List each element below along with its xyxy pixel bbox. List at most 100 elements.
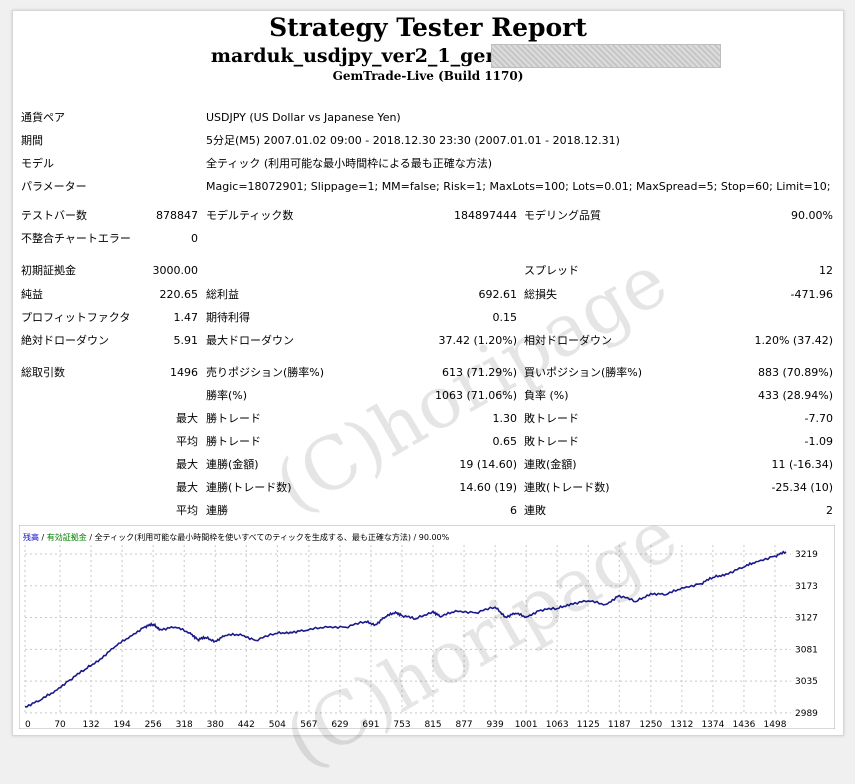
report-title: Strategy Tester Report (269, 13, 587, 42)
x-tick-label: 815 (424, 720, 441, 729)
model-label: モデル (21, 157, 54, 170)
y-tick-label: 2989 (795, 709, 818, 719)
max-consec-profit-label: 連勝(トレード数) (206, 481, 292, 494)
x-tick-label: 442 (238, 720, 255, 729)
max-dd-label: 最大ドローダウン (206, 334, 294, 347)
max-consec-loss-label: 連敗(トレード数) (524, 481, 610, 494)
short-value: 613 (71.29%) (441, 366, 517, 379)
x-tick-label: 1250 (639, 720, 662, 729)
ea-name: marduk_usdjpy_ver2_1_gem_ (210, 45, 516, 67)
y-tick-label: 3035 (795, 677, 818, 687)
y-tick-label: 3219 (795, 550, 818, 560)
x-tick-label: 1312 (670, 720, 693, 729)
y-tick-label: 3081 (795, 645, 818, 655)
avg-loss-value: -1.09 (804, 435, 833, 448)
balance-chart: 0 70 132 194 256 318 380 442 504 567 629 691 753 815 8… (19, 525, 835, 729)
legend-balance: 残高 (23, 532, 39, 542)
trades-value: 1496 (170, 366, 198, 379)
avg-word-2: 平均 (176, 504, 198, 517)
build-info: GemTrade-Live (Build 1170) (332, 69, 524, 83)
ticks-label: モデルティック数 (206, 209, 294, 222)
symbol-value: USDJPY (US Dollar vs Japanese Yen) (206, 111, 401, 124)
x-tick-label: 380 (207, 720, 224, 729)
expected-value: 0.15 (492, 311, 518, 324)
x-tick-label: 1498 (764, 720, 787, 729)
x-tick-label: 318 (176, 720, 193, 729)
net-label: 純益 (21, 288, 43, 301)
long-label: 買いポジション(勝率%) (524, 366, 643, 379)
gross-loss-label: 総損失 (524, 288, 557, 301)
rel-dd-value: 1.20% (37.42) (754, 334, 833, 347)
x-tick-label: 0 (25, 720, 31, 729)
largest-loss-label: 敗トレード (524, 412, 579, 425)
max-consec-wins-value: 19 (14.60) (459, 458, 517, 471)
y-tick-label: 3127 (795, 614, 818, 624)
largest-win-value: 1.30 (492, 412, 518, 425)
winrate-value: 1063 (71.06%) (434, 389, 517, 402)
params-label: パラメーター (21, 180, 87, 193)
chart-legend: 残高 / 有効証拠金 / 全ティック(利用可能な最小時間枠を使いすべてのティック… (23, 532, 450, 542)
x-tick-label: 70 (54, 720, 66, 729)
avg-consec-losses-label: 連敗 (524, 504, 546, 517)
x-tick-label: 753 (393, 720, 410, 729)
trades-label: 総取引数 (21, 366, 65, 379)
x-tick-label: 1436 (732, 720, 755, 729)
bars-value: 878847 (156, 209, 198, 222)
spread-value: 12 (819, 264, 833, 277)
pf-value: 1.47 (173, 311, 199, 324)
x-tick-label: 194 (114, 720, 131, 729)
x-tick-label: 1063 (546, 720, 569, 729)
lossrate-label: 負率 (%) (524, 389, 569, 402)
quality-value: 90.00% (791, 209, 833, 222)
largest-loss-value: -7.70 (804, 412, 833, 425)
legend-sep-2: / (87, 533, 95, 542)
y-tick-label: 3173 (795, 582, 818, 592)
avg-word-1: 平均 (176, 435, 198, 448)
x-tick-label: 1125 (577, 720, 600, 729)
mismatch-label: 不整合チャートエラー (21, 232, 131, 245)
params-value: Magic=18072901; Slippage=1; MM=false; Ri… (206, 180, 831, 193)
x-tick-label: 1187 (608, 720, 631, 729)
x-tick-label: 1374 (701, 720, 724, 729)
max-word-3: 最大 (176, 481, 198, 494)
gross-profit-label: 総利益 (206, 288, 239, 301)
expected-label: 期待利得 (206, 311, 250, 324)
gross-profit-value: 692.61 (478, 288, 518, 301)
largest-win-label: 勝トレード (206, 412, 261, 425)
x-axis-labels: 0 70 132 194 256 318 380 442 504 567 629 691 753 815 8… (25, 720, 787, 729)
x-tick-label: 567 (300, 720, 317, 729)
x-tick-label: 877 (455, 720, 472, 729)
max-consec-losses-value: 11 (-16.34) (771, 458, 833, 471)
x-tick-label: 1001 (515, 720, 538, 729)
pf-label: プロフィットファクタ (21, 311, 131, 324)
abs-dd-value: 5.91 (173, 334, 199, 347)
x-tick-label: 939 (487, 720, 504, 729)
mismatch-value: 0 (191, 232, 198, 245)
max-consec-losses-label: 連敗(金額) (524, 458, 577, 471)
x-tick-label: 132 (82, 720, 99, 729)
max-consec-profit-value: 14.60 (19) (459, 481, 517, 494)
max-consec-loss-value: -25.34 (10) (771, 481, 833, 494)
quality-label: モデリング品質 (524, 209, 601, 222)
avg-win-label: 勝トレード (206, 435, 261, 448)
rel-dd-label: 相対ドローダウン (524, 334, 612, 347)
x-tick-label: 504 (269, 720, 286, 729)
period-label: 期間 (21, 134, 43, 147)
deposit-value: 3000.00 (152, 264, 199, 277)
y-axis-labels: 2989 3035 3081 3127 3173 3219 (795, 550, 818, 719)
lossrate-value: 433 (28.94%) (757, 389, 833, 402)
x-tick-label: 629 (331, 720, 348, 729)
avg-consec-wins-label: 連勝 (206, 504, 228, 517)
long-value: 883 (70.89%) (757, 366, 833, 379)
avg-loss-label: 敗トレード (524, 435, 579, 448)
legend-model: 全ティック(利用可能な最小時間枠を使いすべてのティックを生成する、最も正確な方法… (95, 532, 450, 542)
max-word-1: 最大 (176, 412, 198, 425)
abs-dd-label: 絶対ドローダウン (21, 334, 109, 347)
winrate-label: 勝率(%) (206, 389, 248, 402)
max-dd-value: 37.42 (1.20%) (438, 334, 517, 347)
x-tick-label: 691 (362, 720, 379, 729)
legend-equity: 有効証拠金 (47, 532, 87, 542)
report-card: Strategy Tester Report marduk_usdjpy_ver… (12, 10, 844, 784)
spread-label: スプレッド (524, 264, 579, 277)
avg-consec-losses-value: 2 (826, 504, 833, 517)
